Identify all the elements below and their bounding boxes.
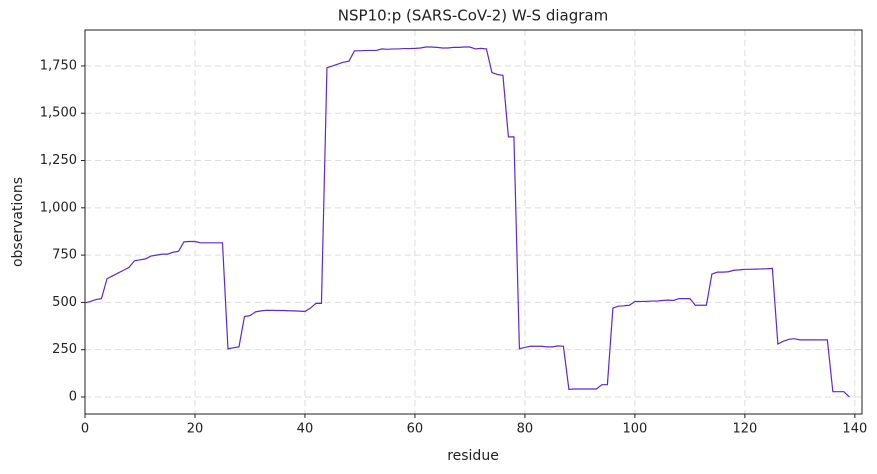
x-tick-label: 60 xyxy=(407,422,424,437)
y-tick-label: 1,750 xyxy=(40,58,77,73)
x-tick-label: 120 xyxy=(732,422,757,437)
x-tick-label: 140 xyxy=(842,422,867,437)
x-tick-label: 100 xyxy=(622,422,647,437)
x-tick-label: 80 xyxy=(517,422,534,437)
y-tick-label: 500 xyxy=(52,295,77,310)
x-tick-label: 40 xyxy=(297,422,314,437)
y-tick-label: 1,500 xyxy=(40,106,77,121)
y-tick-label: 1,250 xyxy=(40,153,77,168)
x-axis-label: residue xyxy=(447,448,499,464)
data-line xyxy=(84,46,850,398)
chart-title: NSP10:p (SARS-CoV-2) W-S diagram xyxy=(338,7,608,25)
y-tick-label: 1,000 xyxy=(40,200,77,215)
x-tick-label: 20 xyxy=(187,422,204,437)
y-axis-label: observations xyxy=(10,177,26,267)
y-tick-label: 750 xyxy=(52,248,77,263)
plot-frame xyxy=(84,29,863,415)
y-tick-label: 250 xyxy=(52,342,77,357)
x-tick-label: 0 xyxy=(81,422,89,437)
y-tick-label: 0 xyxy=(69,389,77,404)
